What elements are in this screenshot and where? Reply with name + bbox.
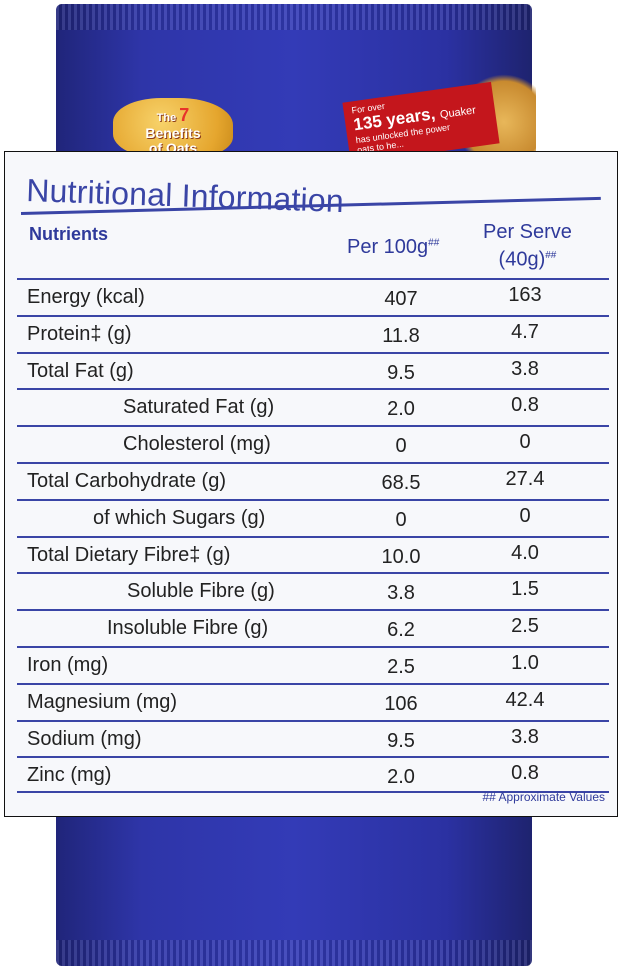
nutrient-table: Energy (kcal) 407 163 Protein‡ (g) 11.8 4.7 …	[17, 278, 609, 794]
table-row: Protein‡ (g) 11.8 4.7	[17, 314, 609, 352]
table-row: Magnesium (mg) 106 42.4	[17, 682, 609, 720]
value-per-100g: 3.8	[387, 582, 415, 605]
header-per-serve-line1: Per Serve	[483, 221, 572, 243]
nutrient-name: Total Dietary Fibre‡ (g)	[27, 543, 231, 566]
value-per-100g: 2.5	[387, 655, 415, 678]
value-per-serve: 0.8	[511, 394, 539, 417]
value-per-serve: 4.0	[511, 541, 539, 564]
value-per-serve: 4.7	[511, 320, 539, 343]
badge-line2: Benefits	[145, 125, 201, 141]
table-row: Cholesterol (mg) 0 0	[17, 425, 609, 462]
table-row: Iron (mg) 2.5 1.0	[17, 645, 609, 683]
value-per-100g: 11.8	[382, 324, 420, 347]
header-nutrients: Nutrients	[29, 224, 109, 244]
nutrient-name: Insoluble Fibre (g)	[107, 617, 269, 640]
nutrient-name: Energy (kcal)	[27, 286, 145, 308]
value-per-serve: 3.8	[511, 357, 539, 380]
value-per-serve: 1.5	[511, 578, 539, 601]
header-per-100g-text: Per 100g	[347, 236, 429, 258]
nutrient-name: Soluble Fibre (g)	[127, 580, 275, 603]
table-row: Energy (kcal) 407 163	[17, 278, 609, 315]
value-per-100g: 9.5	[387, 361, 415, 384]
footnote: ## Approximate Values	[482, 790, 605, 804]
nutrition-label: Nutritional Information Nutrients Per 10…	[4, 151, 618, 817]
table-row: Sodium (mg) 9.5 3.8	[17, 719, 609, 757]
header-per-100g: Per 100g##	[347, 236, 439, 259]
packet-top-seal	[56, 4, 532, 30]
value-per-100g: 68.5	[381, 471, 421, 494]
table-row: Total Carbohydrate (g) 68.5 27.4	[17, 461, 609, 499]
nutrient-name: of which Sugars (g)	[93, 506, 266, 529]
value-per-serve: 163	[508, 284, 542, 306]
value-per-100g: 0	[395, 435, 407, 458]
value-per-serve: 2.5	[511, 615, 539, 638]
value-per-100g: 6.2	[387, 619, 415, 642]
banner-brand: Quaker	[439, 104, 477, 122]
nutrient-name: Total Fat (g)	[27, 359, 134, 382]
value-per-serve: 0	[519, 504, 531, 527]
table-row: Zinc (mg) 2.0 0.8	[17, 756, 609, 794]
benefits-badge: The 7 Benefits of Oats	[113, 98, 233, 158]
value-per-100g: 106	[384, 692, 418, 715]
table-row: of which Sugars (g) 0 0	[17, 498, 609, 536]
value-per-serve: 0.8	[511, 762, 539, 785]
value-per-serve: 1.0	[511, 651, 539, 674]
value-per-serve: 0	[519, 431, 531, 454]
nutrient-name: Cholesterol (mg)	[123, 433, 271, 456]
value-per-100g: 0	[395, 508, 407, 531]
value-per-100g: 9.5	[387, 729, 415, 752]
table-row: Total Dietary Fibre‡ (g) 10.0 4.0	[17, 535, 609, 573]
nutrient-name: Zinc (mg)	[27, 764, 112, 787]
badge-number: 7	[179, 105, 190, 125]
table-row: Insoluble Fibre (g) 6.2 2.5	[17, 609, 609, 646]
nutrient-name: Sodium (mg)	[27, 727, 142, 750]
table-row: Saturated Fat (g) 2.0 0.8	[17, 388, 609, 425]
table-row: Total Fat (g) 9.5 3.8	[17, 351, 609, 389]
nutrient-name: Saturated Fat (g)	[123, 396, 275, 419]
badge-the: The	[156, 112, 177, 124]
value-per-100g: 10.0	[381, 545, 421, 568]
nutrient-name: Magnesium (mg)	[27, 690, 178, 713]
header-per-serve-line2: (40g)	[498, 248, 546, 271]
header-per-serve-mark: ##	[545, 250, 557, 261]
header-per-100g-mark: ##	[428, 237, 440, 249]
value-per-100g: 407	[384, 288, 418, 310]
value-per-serve: 3.8	[511, 725, 539, 748]
nutrient-name: Total Carbohydrate (g)	[27, 469, 226, 492]
value-per-serve: 42.4	[505, 688, 545, 711]
packet-bottom-seal	[56, 940, 532, 966]
value-per-100g: 2.0	[387, 766, 415, 789]
table-row: Soluble Fibre (g) 3.8 1.5	[17, 572, 609, 609]
value-per-serve: 27.4	[505, 467, 545, 490]
header-per-serve: Per Serve (40g)##	[483, 220, 572, 272]
nutrient-name: Iron (mg)	[27, 653, 109, 676]
nutrient-name: Protein‡ (g)	[27, 322, 132, 345]
value-per-100g: 2.0	[387, 398, 415, 421]
